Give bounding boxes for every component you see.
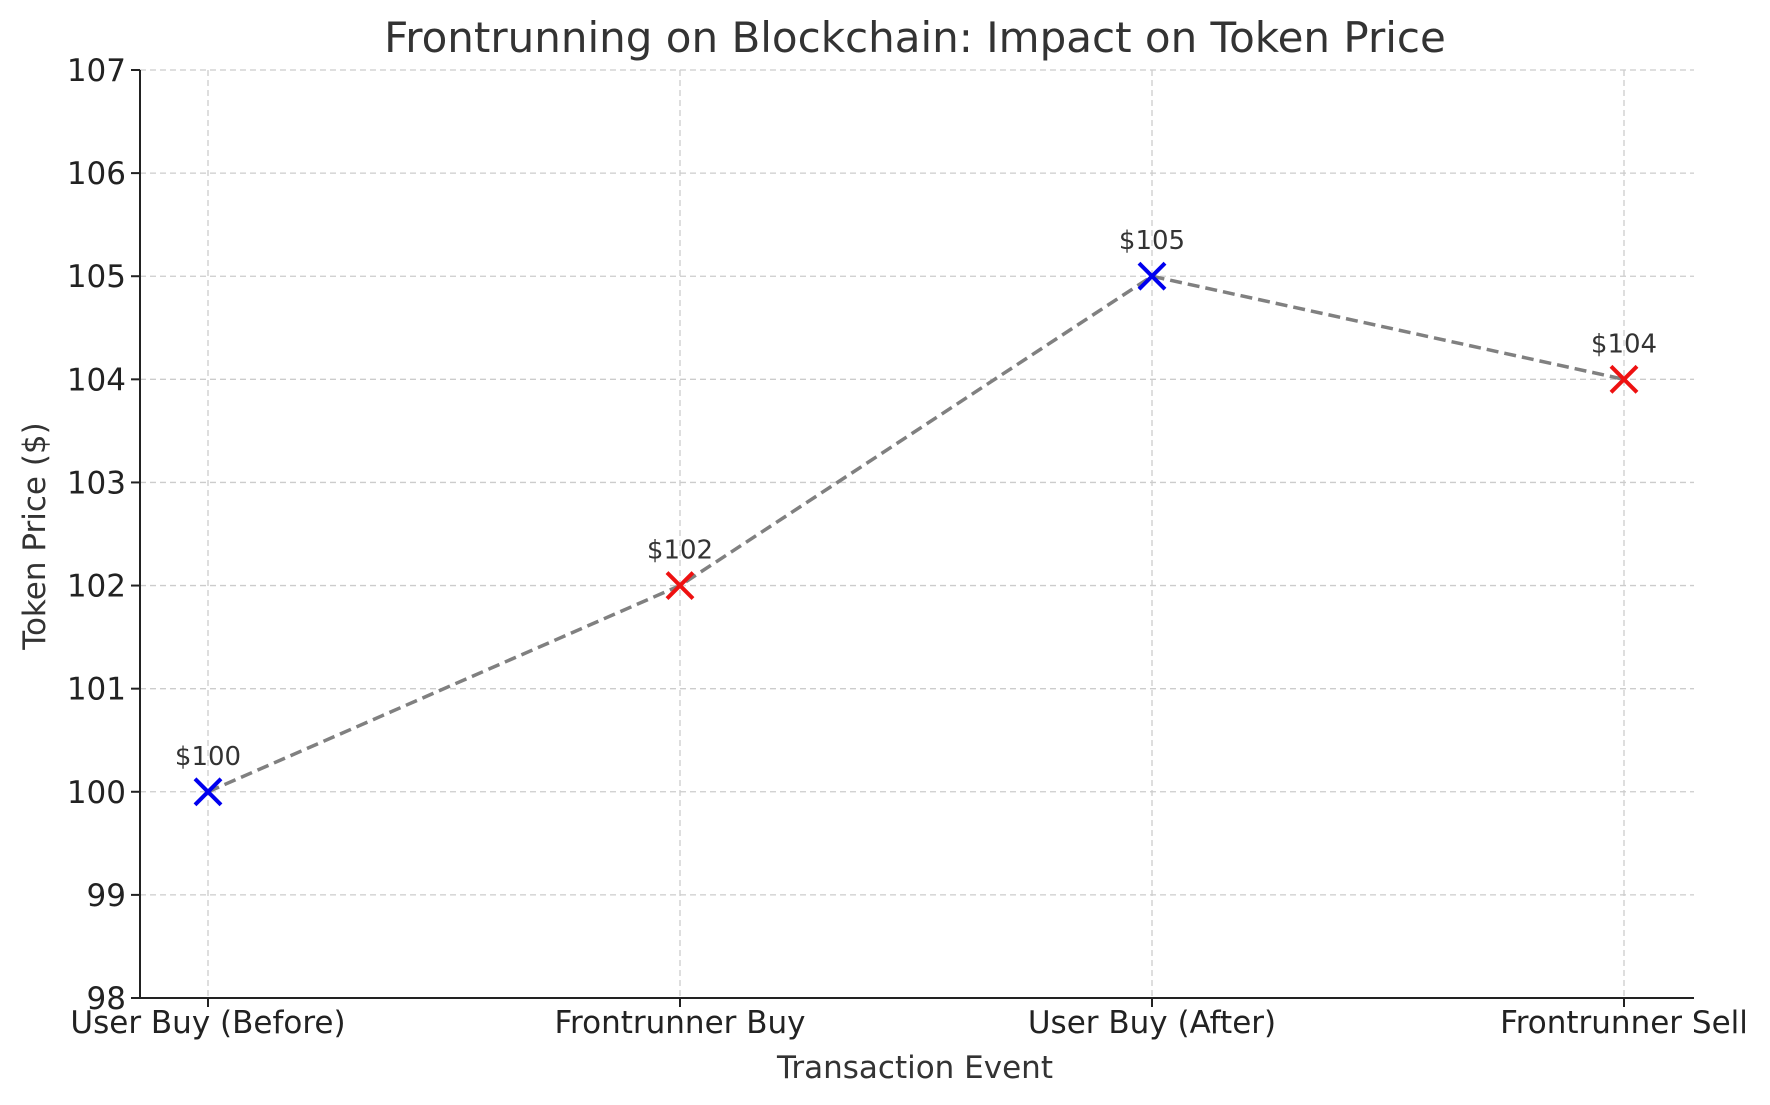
y-tick-label: 103	[67, 465, 126, 501]
marker-stroke	[193, 777, 223, 807]
data-label: $105	[1119, 226, 1185, 256]
x-tick-label: Frontrunner Buy	[554, 1005, 805, 1041]
chart-title: Frontrunning on Blockchain: Impact on To…	[384, 13, 1446, 62]
x-tick-label: User Buy (After)	[1028, 1005, 1276, 1041]
x-tick-label: Frontrunner Sell	[1500, 1005, 1748, 1041]
x-tick-label: User Buy (Before)	[70, 1005, 345, 1041]
data-label: $104	[1591, 329, 1657, 359]
marker-layer	[193, 261, 1639, 807]
data-point-marker	[1609, 364, 1639, 394]
series-layer	[207, 274, 1625, 794]
y-tick-label: 104	[67, 362, 126, 398]
x-axis-label: Transaction Event	[776, 1050, 1053, 1086]
y-tick-label: 107	[67, 53, 126, 89]
marker-stroke	[1609, 364, 1639, 394]
label-layer: $100 $102 $105 $104	[175, 226, 1657, 772]
y-tick-label: 98	[87, 981, 126, 1017]
y-tick-label: 99	[87, 878, 126, 914]
y-tick-label: 102	[67, 569, 126, 605]
series-line	[207, 274, 1625, 794]
data-point-marker	[1137, 261, 1167, 291]
data-label: $102	[647, 536, 713, 566]
grid	[140, 69, 1694, 999]
y-tick-label: 105	[67, 259, 126, 295]
y-tick-label: 106	[67, 156, 126, 192]
data-label: $100	[175, 742, 241, 772]
y-axis-label: Token Price ($)	[17, 422, 53, 650]
marker-stroke	[665, 571, 695, 600]
marker-stroke	[1137, 261, 1167, 291]
y-tick-label: 100	[67, 775, 126, 811]
y-tick-label: 101	[67, 672, 126, 708]
axes: 98 99 100 101 102 103 104 105 106 107 User Buy (Be…	[67, 53, 1748, 1041]
data-point-marker	[193, 777, 223, 807]
data-point-marker	[665, 571, 695, 600]
